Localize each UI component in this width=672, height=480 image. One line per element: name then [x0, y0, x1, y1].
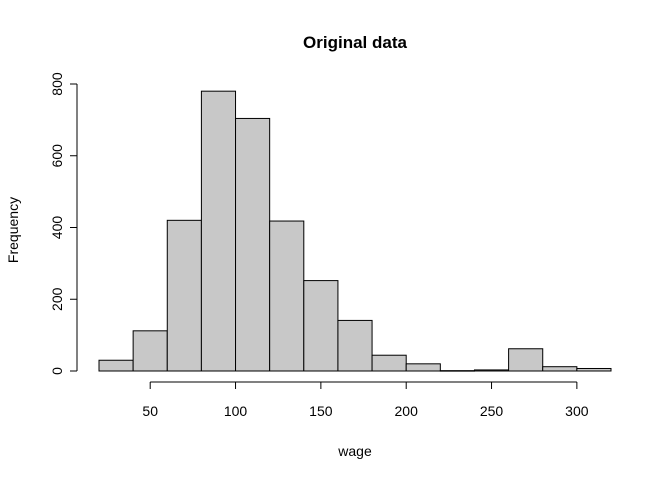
- histogram-bar: [576, 367, 612, 372]
- histogram-bar: [235, 117, 271, 372]
- x-tick-label: 150: [309, 403, 333, 419]
- y-tick-label: 400: [49, 216, 65, 240]
- x-tick-label: 100: [224, 403, 248, 419]
- histogram-bar: [473, 369, 510, 372]
- histogram-bar: [405, 363, 441, 372]
- chart-title: Original data: [303, 33, 407, 52]
- x-tick-label: 250: [480, 403, 504, 419]
- y-axis: 0 200 400 600 800: [49, 72, 78, 375]
- histogram-bar: [132, 330, 168, 372]
- y-tick-label: 200: [49, 287, 65, 311]
- histogram-bar: [371, 354, 407, 372]
- x-tick-label: 300: [565, 403, 589, 419]
- histogram-bar: [269, 220, 305, 372]
- histogram-bar: [166, 219, 202, 372]
- histogram-bar: [337, 319, 373, 372]
- y-axis-label: Frequency: [5, 197, 21, 263]
- bars-group: [98, 90, 612, 372]
- x-axis: 50 100 150 200 250 300: [142, 381, 589, 419]
- y-tick-label: 800: [49, 72, 65, 96]
- histogram-bar: [439, 370, 475, 372]
- histogram-bar: [200, 90, 237, 372]
- histogram-bar: [542, 366, 578, 372]
- x-tick-label: 50: [142, 403, 158, 419]
- y-tick-label: 600: [49, 144, 65, 168]
- histogram-bar: [508, 348, 544, 372]
- x-tick-label: 200: [395, 403, 419, 419]
- histogram-bar: [98, 359, 134, 372]
- histogram-bar: [303, 280, 339, 372]
- x-axis-label: wage: [337, 443, 372, 459]
- y-tick-label: 0: [49, 367, 65, 375]
